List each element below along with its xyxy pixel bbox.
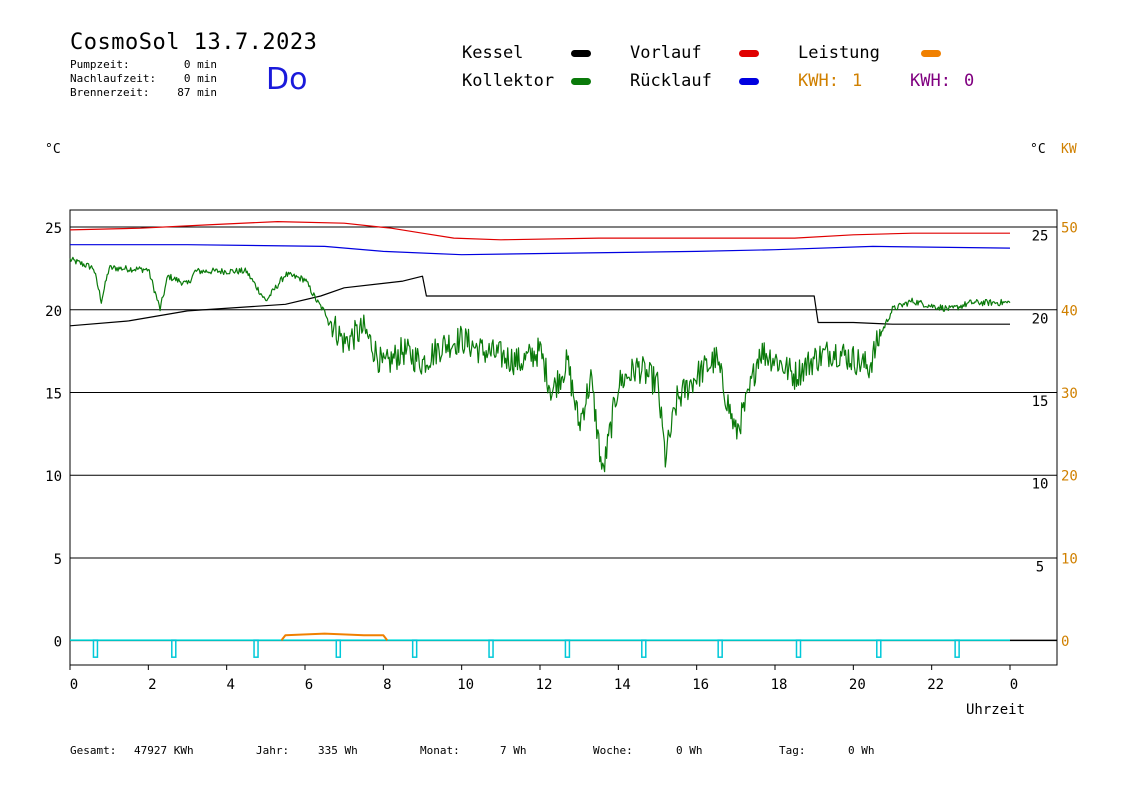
y-tick-label-left: 0: [54, 635, 62, 651]
pump-marker: [335, 639, 342, 658]
y-tick-label-left: 15: [45, 387, 62, 403]
footer-month-value: 7 Wh: [500, 744, 527, 757]
series-ruecklauf: [70, 244, 1011, 256]
y-tick-label-left: 10: [45, 469, 62, 485]
legend-kessel-swatch: [571, 50, 591, 57]
legend-vorlauf-label: Vorlauf: [630, 43, 702, 63]
footer-week-label: Woche:: [593, 744, 633, 757]
pump-marker: [92, 639, 99, 658]
footer-year-label: Jahr:: [256, 744, 290, 757]
x-tick-label: 10: [457, 677, 474, 693]
burner-time-label: Brennerzeit:: [70, 86, 150, 99]
pump-marker: [253, 639, 259, 658]
pump-marker: [171, 639, 177, 658]
series-kollektor: [69, 256, 1011, 473]
y-tick-label-right: 25: [1032, 229, 1049, 245]
pump-time-value: 0 min: [183, 58, 217, 71]
legend-ruecklauf-swatch: [739, 78, 759, 85]
x-tick-label: 22: [927, 677, 944, 693]
left-axis-unit: °C: [45, 142, 61, 157]
chart-title: CosmoSol 13.7.2023: [70, 30, 318, 55]
pump-time-label: Pumpzeit:: [70, 58, 130, 71]
kwh-label-2: KWH:: [910, 71, 951, 91]
pump-marker: [954, 639, 960, 658]
x-tick-label: 8: [383, 677, 391, 693]
x-axis-label: Uhrzeit: [966, 702, 1026, 718]
legend-ruecklauf-label: Rücklauf: [630, 71, 712, 91]
x-tick-label: 6: [305, 677, 313, 693]
x-tick-label: 0: [1010, 677, 1018, 693]
pump-marker: [795, 639, 802, 658]
series-leistung: [280, 632, 388, 641]
pump-marker: [717, 639, 723, 658]
after-run-time-label: Nachlaufzeit:: [70, 72, 157, 85]
x-tick-label: 12: [536, 677, 553, 693]
y-tick-label-left: 20: [45, 304, 62, 320]
weekday: Do: [266, 62, 308, 97]
legend-leistung-swatch: [921, 50, 941, 57]
x-tick-label: 2: [148, 677, 156, 693]
y-tick-label-kw: 30: [1061, 386, 1078, 402]
series-vorlauf: [69, 221, 1010, 241]
footer-month-label: Monat:: [420, 744, 460, 757]
y-tick-label-right: 5: [1036, 559, 1044, 575]
after-run-time-value: 0 min: [183, 72, 217, 85]
x-tick-label: 16: [692, 677, 709, 693]
x-tick-label: 0: [70, 677, 78, 693]
footer-year-value: 335 Wh: [318, 744, 358, 757]
pump-marker: [641, 639, 647, 658]
pump-marker: [876, 639, 882, 658]
footer-day-label: Tag:: [779, 744, 806, 757]
x-tick-label: 20: [849, 677, 866, 693]
y-tick-label-kw: 10: [1061, 551, 1078, 567]
footer-total-value: 47927 KWh: [134, 744, 194, 757]
kwh-label-1: KWH:: [798, 71, 839, 91]
series-kessel: [69, 275, 1010, 327]
burner-time-value: 87 min: [177, 86, 217, 99]
x-tick-label: 4: [226, 677, 234, 693]
legend-kollektor-label: Kollektor: [462, 71, 555, 91]
legend-kollektor-swatch: [571, 78, 591, 85]
right-axis-unit-kw: KW: [1061, 142, 1077, 157]
legend-vorlauf-swatch: [739, 50, 759, 57]
y-tick-label-kw: 0: [1061, 634, 1069, 650]
y-tick-label-left: 5: [54, 552, 62, 568]
right-axis-unit: °C: [1030, 142, 1046, 157]
y-tick-label-right: 20: [1032, 311, 1049, 327]
footer-total-label: Gesamt:: [70, 744, 117, 757]
footer-day-value: 0 Wh: [848, 744, 875, 757]
y-tick-label-right: 15: [1032, 394, 1049, 410]
y-tick-label-kw: 20: [1061, 469, 1078, 485]
legend-leistung-label: Leistung: [798, 43, 880, 63]
plot-frame: [69, 209, 1058, 666]
pump-marker: [564, 639, 571, 658]
y-tick-label-kw: 50: [1061, 221, 1078, 237]
pump-marker: [411, 639, 418, 658]
x-tick-label: 18: [771, 677, 788, 693]
y-tick-label-right: 10: [1032, 477, 1049, 493]
footer-week-value: 0 Wh: [676, 744, 703, 757]
x-tick-label: 14: [614, 677, 631, 693]
y-tick-label-kw: 40: [1061, 303, 1078, 319]
kwh-value-2: 0: [964, 71, 975, 91]
kwh-value-1: 1: [852, 71, 863, 91]
legend-kessel-label: Kessel: [462, 43, 524, 63]
pump-marker: [488, 639, 494, 658]
y-tick-label-left: 25: [45, 221, 62, 237]
